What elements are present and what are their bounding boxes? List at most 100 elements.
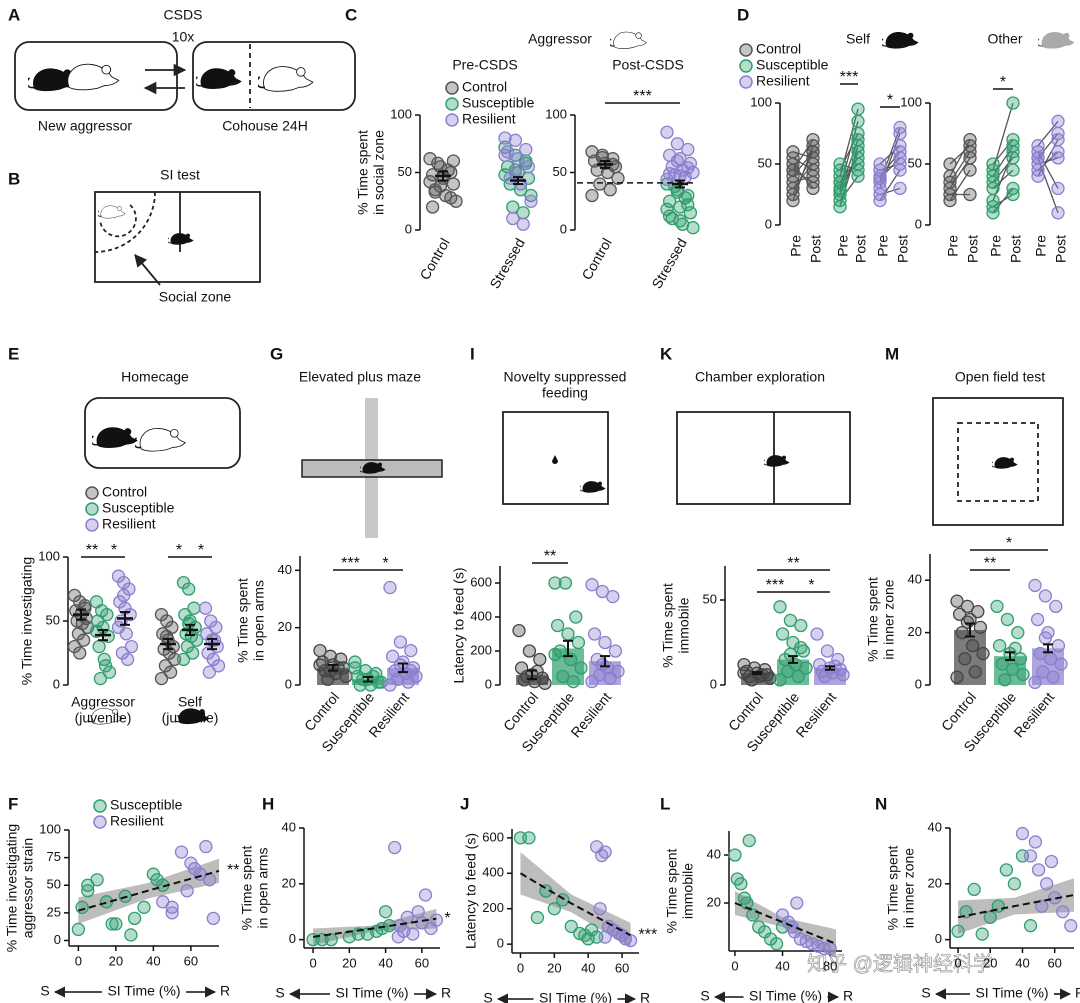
legend-label: Susceptible: [110, 797, 183, 813]
data-point: [820, 644, 835, 658]
data-point: [960, 599, 975, 614]
significance-label: ***: [633, 88, 652, 105]
y-tick-label: 20: [282, 875, 296, 890]
significance-label: *: [887, 92, 893, 109]
x-tick-label: 0: [75, 953, 82, 968]
x-label-end: R: [640, 990, 650, 1003]
y-tick-label: 25: [47, 904, 61, 919]
x-label: SI Time (%): [975, 985, 1048, 1001]
data-point: [950, 670, 964, 684]
data-point: [1016, 667, 1030, 682]
data-point: [783, 647, 798, 662]
fit-line: [519, 872, 632, 937]
pair-line: [1037, 151, 1059, 189]
data-point: [963, 145, 977, 159]
data-point: [1028, 675, 1042, 690]
data-point: [584, 923, 599, 937]
data-point: [611, 171, 625, 185]
data-point: [603, 183, 617, 197]
data-point: [587, 627, 602, 641]
data-point: [198, 601, 213, 615]
data-point: [446, 154, 461, 168]
x-tick-label: Control: [416, 235, 452, 282]
data-point: [1056, 905, 1070, 919]
data-point: [574, 661, 588, 675]
data-point: [547, 902, 561, 916]
legend-marker: [85, 486, 99, 500]
y-label-line: % Time spent: [239, 845, 255, 930]
data-point: [508, 165, 523, 180]
data-point: [75, 900, 89, 914]
fit-line: [734, 902, 837, 945]
data-point: [623, 933, 638, 948]
data-point: [681, 198, 695, 212]
x-tick-label: Post: [965, 235, 981, 263]
mouse-icon: [168, 232, 195, 246]
data-point: [1054, 657, 1068, 671]
confidence-band: [734, 891, 837, 959]
y-tick-label: 40: [707, 846, 721, 861]
significance-label: **: [984, 555, 996, 572]
panel-letter: I: [470, 344, 475, 363]
x-label-end: S: [483, 990, 492, 1003]
y-tick-label: 50: [908, 155, 922, 170]
y-tick-label: 100: [38, 548, 60, 563]
y-label-line: Latency to feed (s): [463, 833, 479, 949]
pair-line: [839, 139, 859, 192]
y-tick-label: 50: [398, 164, 412, 179]
data-point: [522, 831, 536, 845]
y-label-line: in social zone: [371, 130, 387, 215]
data-point: [794, 618, 808, 633]
y-tick-label: 0: [765, 216, 772, 231]
x-label-end: R: [220, 983, 230, 999]
data-point: [375, 921, 389, 936]
mouse-icon: [882, 31, 920, 50]
x-tick-label: Resilient: [567, 689, 614, 740]
legend-label: Control: [756, 41, 801, 57]
data-point: [1049, 599, 1063, 614]
x-tick-label: 60: [415, 955, 429, 970]
pair-line: [792, 163, 814, 189]
data-point: [986, 157, 1000, 171]
x-tick-label: 40: [378, 955, 392, 970]
chart-title: feeding: [542, 385, 588, 401]
significance-label: ***: [341, 555, 360, 572]
y-tick-label: 0: [935, 931, 942, 946]
data-point: [428, 185, 442, 199]
data-point: [818, 669, 832, 684]
data-point: [564, 919, 578, 934]
significance-label: *: [382, 555, 388, 572]
significance-label: *: [1006, 535, 1012, 552]
data-point: [960, 615, 975, 629]
legend-label: Susceptible: [102, 500, 175, 516]
y-label-line: % Time investigating: [4, 824, 20, 952]
data-point: [519, 142, 533, 157]
legend-label: Resilient: [462, 111, 516, 127]
y-tick-label: 50: [758, 155, 772, 170]
panel-letter: C: [345, 5, 357, 24]
y-label: % Time spent immobile: [660, 583, 692, 668]
pair-line: [879, 133, 901, 189]
data-point: [986, 200, 1000, 214]
data-point: [971, 604, 985, 619]
data-point: [806, 151, 820, 165]
data-point: [73, 646, 87, 660]
data-point: [1031, 863, 1046, 877]
x-tick-label: 0: [731, 958, 738, 973]
significance-label: ***: [840, 69, 859, 86]
panel-letter: H: [262, 794, 274, 813]
data-point: [385, 649, 400, 663]
x-tick-label: 20: [547, 960, 561, 975]
diagram-text: Social zone: [159, 289, 232, 305]
data-point: [383, 678, 397, 692]
data-point: [608, 644, 623, 658]
y-tick-label: 50: [46, 612, 60, 627]
y-tick-label: 20: [928, 875, 942, 890]
data-point: [1005, 662, 1020, 676]
data-point: [102, 665, 117, 679]
x-label-end: S: [275, 985, 284, 1001]
panel-letter: N: [875, 794, 887, 813]
data-point: [1030, 612, 1045, 627]
panel-letter: D: [737, 5, 749, 24]
significance-label: **: [544, 548, 556, 565]
